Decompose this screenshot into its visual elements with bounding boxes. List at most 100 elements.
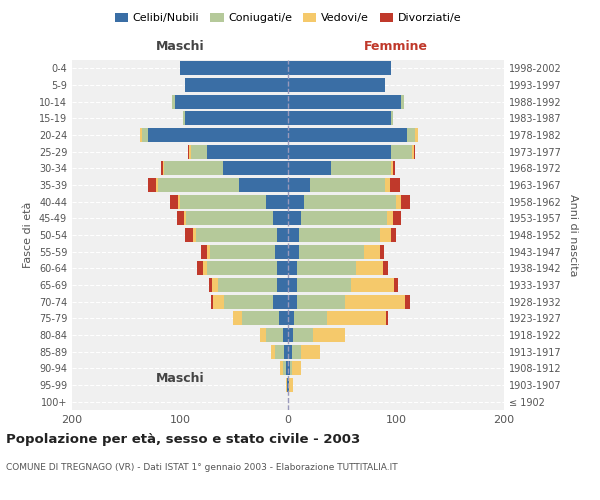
Bar: [185, 78, 288, 92]
Bar: [288, 62, 391, 76]
Bar: [260, 328, 266, 342]
Bar: [175, 94, 288, 109]
Bar: [148, 128, 288, 142]
Bar: [401, 194, 410, 209]
Bar: [158, 178, 239, 192]
Bar: [203, 261, 207, 276]
Bar: [266, 328, 283, 342]
Bar: [301, 344, 320, 359]
Text: Popolazione per età, sesso e stato civile - 2003: Popolazione per età, sesso e stato civil…: [6, 432, 360, 446]
Bar: [288, 128, 407, 142]
Bar: [242, 311, 280, 326]
Bar: [288, 228, 299, 242]
Bar: [391, 228, 396, 242]
Bar: [288, 78, 385, 92]
Bar: [239, 178, 288, 192]
Bar: [288, 194, 304, 209]
Bar: [407, 128, 415, 142]
Bar: [156, 178, 158, 192]
Bar: [187, 211, 273, 226]
Bar: [288, 361, 290, 376]
Bar: [275, 344, 284, 359]
Bar: [140, 128, 142, 142]
Bar: [296, 261, 356, 276]
Bar: [404, 294, 410, 308]
Bar: [185, 228, 193, 242]
Bar: [391, 144, 412, 159]
Bar: [292, 361, 301, 376]
Bar: [180, 194, 266, 209]
Bar: [288, 328, 293, 342]
Bar: [180, 62, 288, 76]
Bar: [280, 361, 283, 376]
Bar: [296, 278, 350, 292]
Bar: [288, 94, 401, 109]
Text: Maschi: Maschi: [155, 40, 205, 53]
Bar: [301, 211, 388, 226]
Bar: [277, 278, 288, 292]
Bar: [288, 178, 310, 192]
Bar: [209, 278, 212, 292]
Bar: [207, 261, 277, 276]
Bar: [388, 211, 393, 226]
Bar: [273, 211, 288, 226]
Bar: [288, 278, 296, 292]
Bar: [200, 244, 207, 259]
Bar: [313, 328, 345, 342]
Bar: [288, 261, 296, 276]
Bar: [207, 244, 210, 259]
Text: COMUNE DI TREGNAGO (VR) - Dati ISTAT 1° gennaio 2003 - Elaborazione TUTTITALIA.I: COMUNE DI TREGNAGO (VR) - Dati ISTAT 1° …: [6, 463, 398, 472]
Bar: [296, 294, 345, 308]
Bar: [161, 162, 163, 175]
Bar: [293, 328, 313, 342]
Text: Femmine: Femmine: [364, 40, 428, 53]
Bar: [289, 378, 293, 392]
Bar: [148, 178, 156, 192]
Bar: [288, 378, 289, 392]
Bar: [185, 112, 288, 126]
Bar: [218, 278, 277, 292]
Bar: [288, 311, 295, 326]
Bar: [350, 278, 394, 292]
Bar: [288, 344, 292, 359]
Bar: [299, 244, 364, 259]
Bar: [299, 228, 380, 242]
Bar: [196, 228, 277, 242]
Bar: [394, 278, 398, 292]
Bar: [288, 211, 301, 226]
Bar: [288, 162, 331, 175]
Bar: [393, 211, 401, 226]
Bar: [212, 278, 218, 292]
Bar: [288, 294, 296, 308]
Bar: [183, 112, 185, 126]
Text: Maschi: Maschi: [155, 372, 205, 384]
Bar: [163, 162, 164, 175]
Bar: [391, 162, 393, 175]
Legend: Celibi/Nubili, Coniugati/e, Vedovi/e, Divorziati/e: Celibi/Nubili, Coniugati/e, Vedovi/e, Di…: [110, 8, 466, 28]
Bar: [273, 294, 288, 308]
Bar: [401, 94, 404, 109]
Bar: [170, 194, 178, 209]
Bar: [287, 378, 288, 392]
Bar: [386, 311, 388, 326]
Bar: [277, 228, 288, 242]
Bar: [184, 211, 187, 226]
Bar: [288, 144, 391, 159]
Bar: [275, 244, 288, 259]
Bar: [210, 244, 275, 259]
Bar: [214, 294, 224, 308]
Bar: [280, 311, 288, 326]
Bar: [412, 144, 415, 159]
Bar: [380, 244, 384, 259]
Bar: [188, 144, 191, 159]
Bar: [356, 261, 383, 276]
Bar: [286, 361, 288, 376]
Bar: [277, 261, 288, 276]
Bar: [385, 178, 389, 192]
Bar: [415, 128, 418, 142]
Bar: [331, 162, 391, 175]
Bar: [207, 144, 288, 159]
Bar: [178, 194, 180, 209]
Bar: [266, 194, 288, 209]
Bar: [177, 211, 184, 226]
